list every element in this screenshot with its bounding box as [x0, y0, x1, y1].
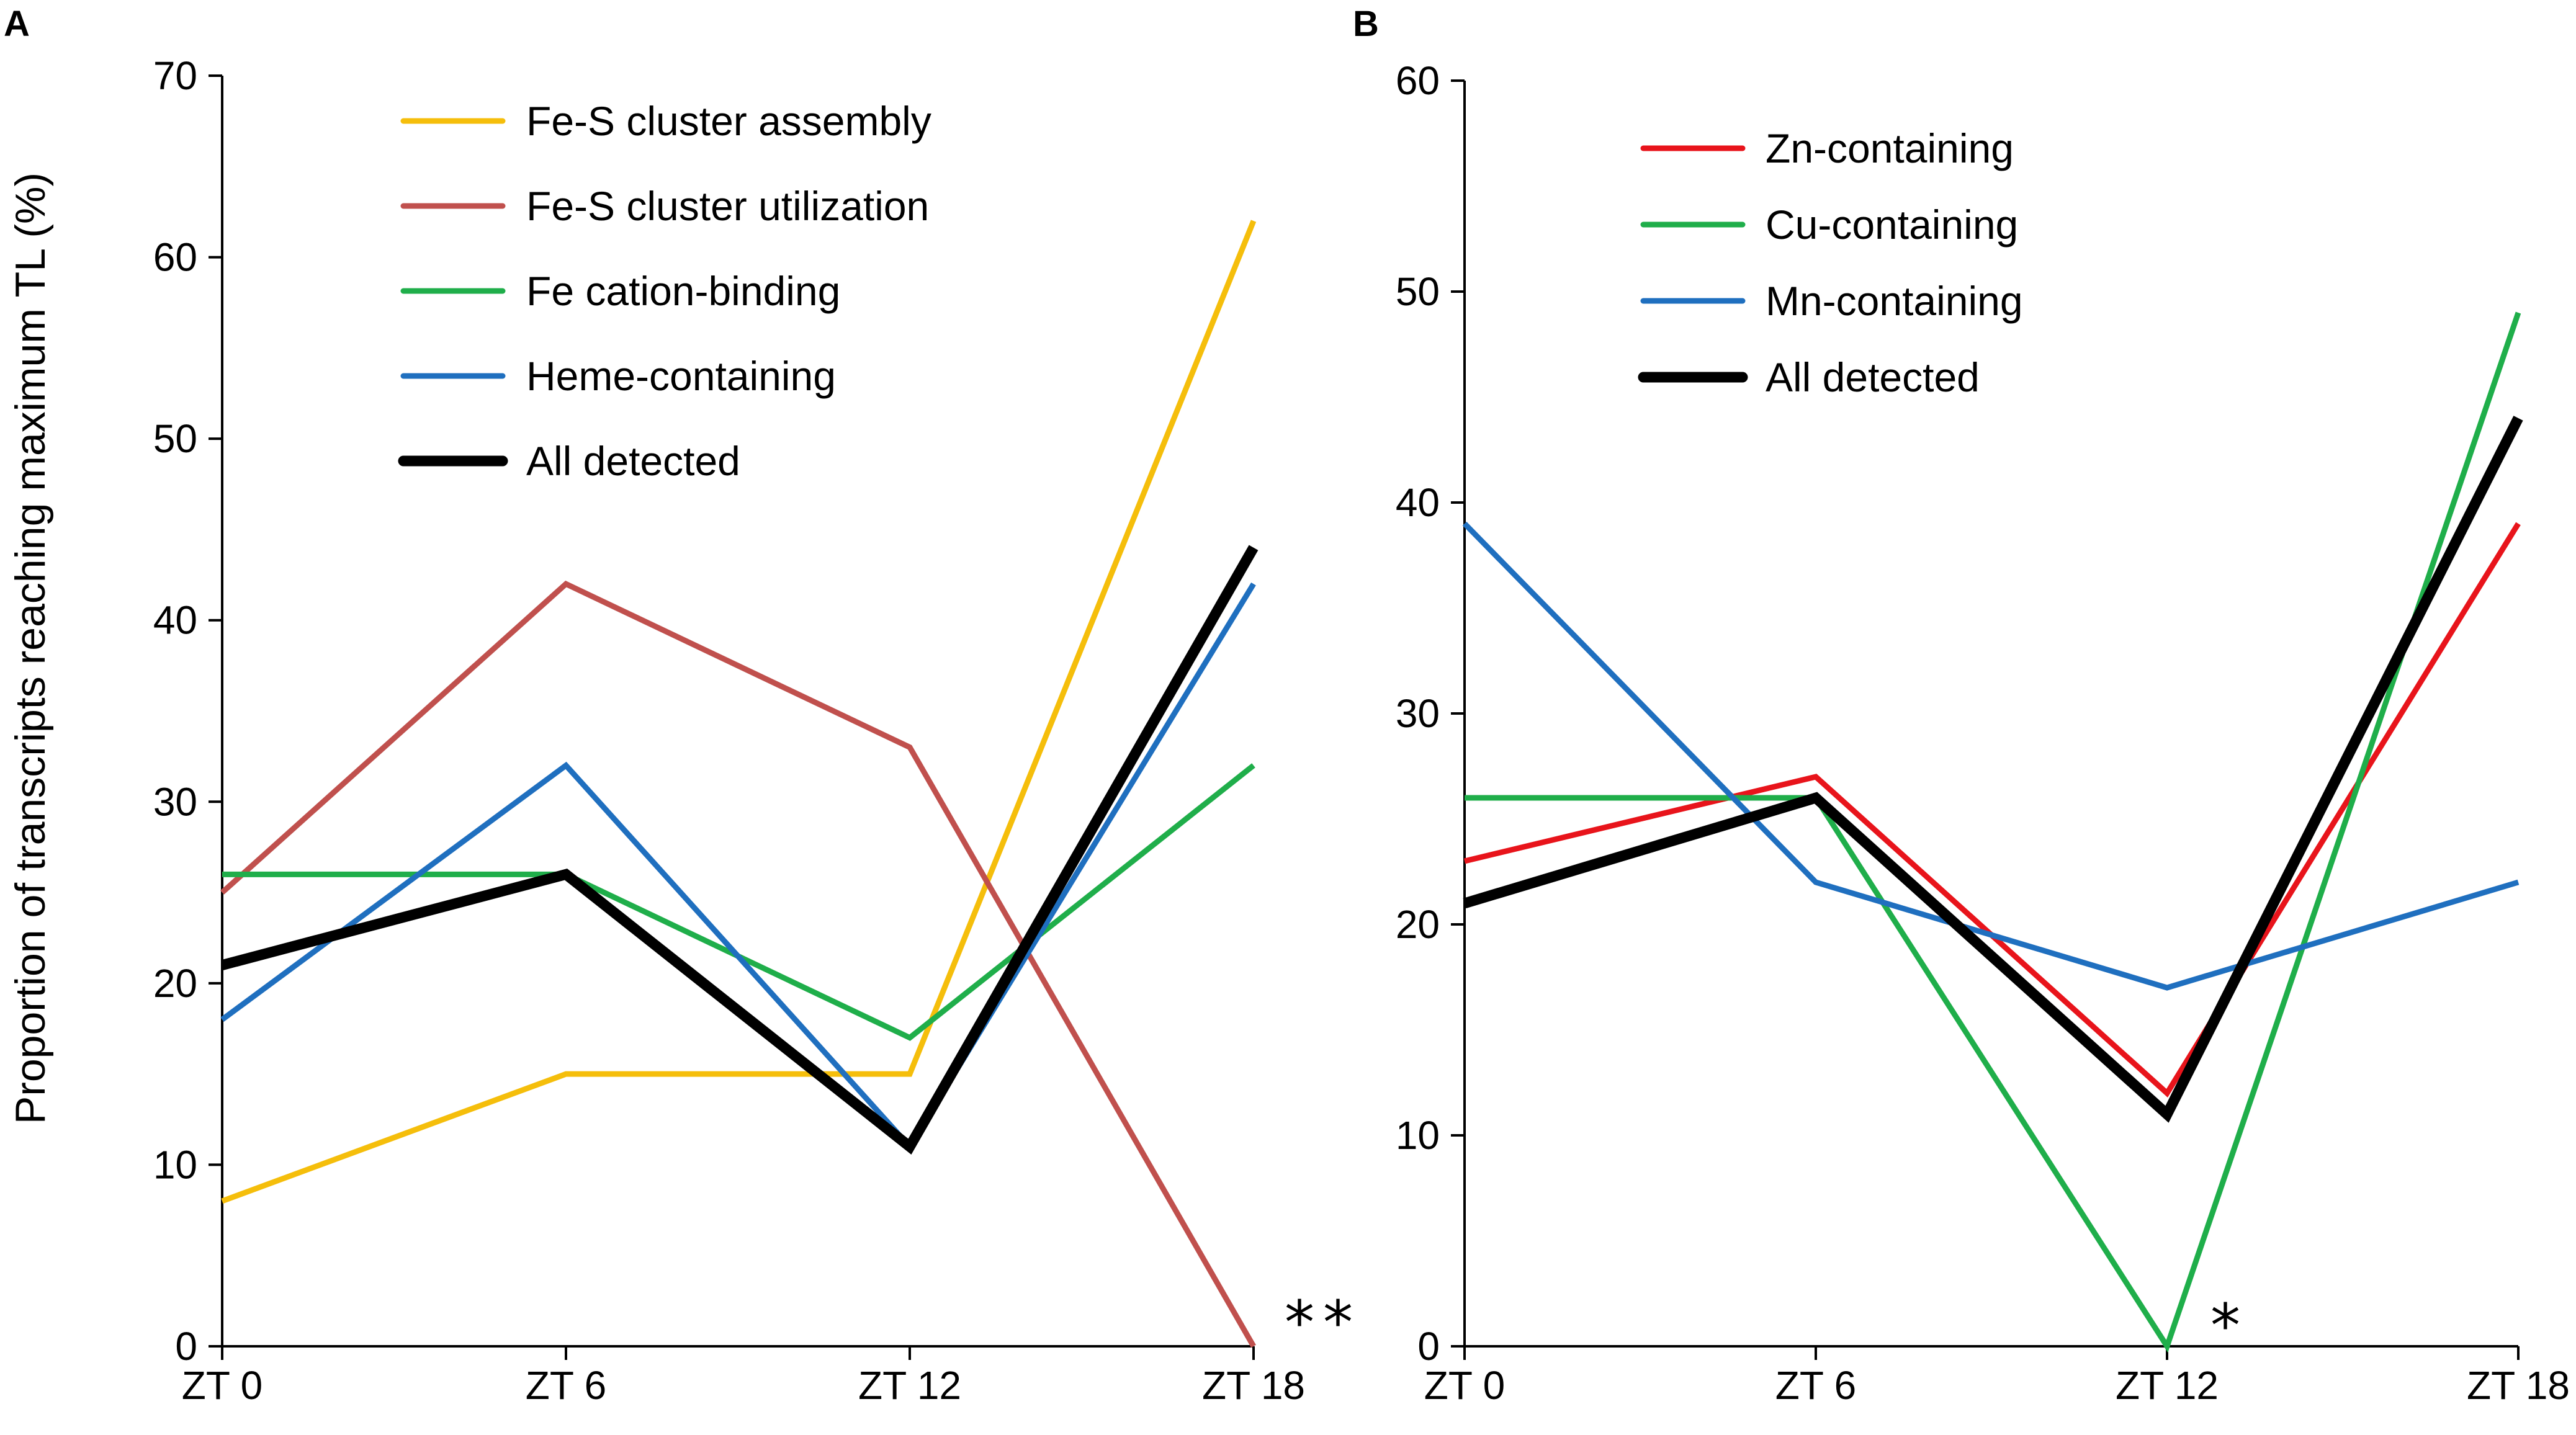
panel-a-legend-label-fe-s-cluster-utilization: Fe-S cluster utilization [526, 183, 929, 229]
panel-a-y-tick-label: 0 [175, 1324, 197, 1369]
panel-a-y-tick-label: 60 [153, 235, 197, 280]
panel-a-legend-label-all-detected: All detected [526, 438, 740, 484]
panel-letter-b: B [1353, 4, 1379, 44]
panel-a-series-fe-s-cluster-assembly [221, 220, 1257, 1204]
panel-a-x-tick-label: ZT 18 [1202, 1363, 1305, 1408]
panel-b-y-tick-label: 40 [1396, 480, 1440, 525]
panel-b-x-tick-label: ZT 6 [1775, 1363, 1856, 1408]
panel-b-series-cu-containing [1465, 311, 2521, 1353]
panel-a-y-tick-label: 40 [153, 598, 197, 643]
panel-b-y-tick-label: 10 [1396, 1113, 1440, 1158]
panel-a-legend-label-fe-s-cluster-assembly: Fe-S cluster assembly [526, 98, 931, 144]
panel-a-x-tick-label: ZT 0 [182, 1363, 263, 1408]
panel-b-legend-label-zn-containing: Zn-containing [1766, 125, 2014, 171]
panel-a-series-fe-s-cluster-utilization [220, 580, 1256, 1348]
panel-a-legend-label-fe-cation-binding: Fe cation-binding [526, 268, 840, 314]
panel-b-y-tick-label: 0 [1417, 1324, 1440, 1369]
y-axis-label: Proportion of transcripts reaching maxim… [7, 172, 54, 1124]
panel-b-y-tick-label: 30 [1396, 691, 1440, 736]
panel-b-y-tick-label: 50 [1396, 269, 1440, 314]
panel-a-y-tick-label: 50 [153, 416, 197, 461]
panel-a-x-tick-label: ZT 6 [526, 1363, 606, 1408]
panel-b-x-tick-label: ZT 12 [2116, 1363, 2219, 1408]
panel-a-plot: 0 10 20 30 40 50 60 70 ZT 0 ZT 6 ZT 12 ZT 18 Fe-S cl… [153, 53, 1362, 1408]
panel-b-y-tick-label: 60 [1396, 58, 1440, 103]
panel-b-legend-label-mn-containing: Mn-containing [1766, 278, 2023, 324]
panel-b-x-tick-label: ZT 18 [2467, 1363, 2570, 1408]
panel-b-y-tick-label: 20 [1396, 902, 1440, 947]
panel-a-significance-annotation: ** [1285, 1288, 1362, 1357]
panel-b-legend-label-all-detected: All detected [1766, 354, 1980, 400]
panel-a-legend-label-heme-containing: Heme-containing [526, 353, 836, 399]
panel-b-legend-label-cu-containing: Cu-containing [1766, 202, 2018, 248]
panel-a-y-tick-label: 30 [153, 779, 197, 824]
panel-b-series-mn-containing [1462, 521, 2520, 991]
panel-b-x-tick-label: ZT 0 [1424, 1363, 1505, 1408]
panel-letter-a: A [4, 4, 30, 44]
panel-a-series-all-detected [220, 545, 1259, 1155]
panel-b-significance-annotation: * [2210, 1291, 2249, 1361]
panel-a-y-tick-label: 10 [153, 1142, 197, 1187]
panel-b-plot: 0 10 20 30 40 50 60 ZT 0 ZT 6 ZT 12 ZT 18 Zn-contai… [1396, 58, 2570, 1408]
panel-b-series-all-detected [1463, 416, 2523, 1123]
panel-a-series-heme-containing [220, 582, 1256, 1151]
panel-a-x-tick-label: ZT 12 [858, 1363, 961, 1408]
panel-a-y-tick-label: 70 [153, 53, 197, 98]
panel-a-y-tick-label: 20 [153, 961, 197, 1006]
